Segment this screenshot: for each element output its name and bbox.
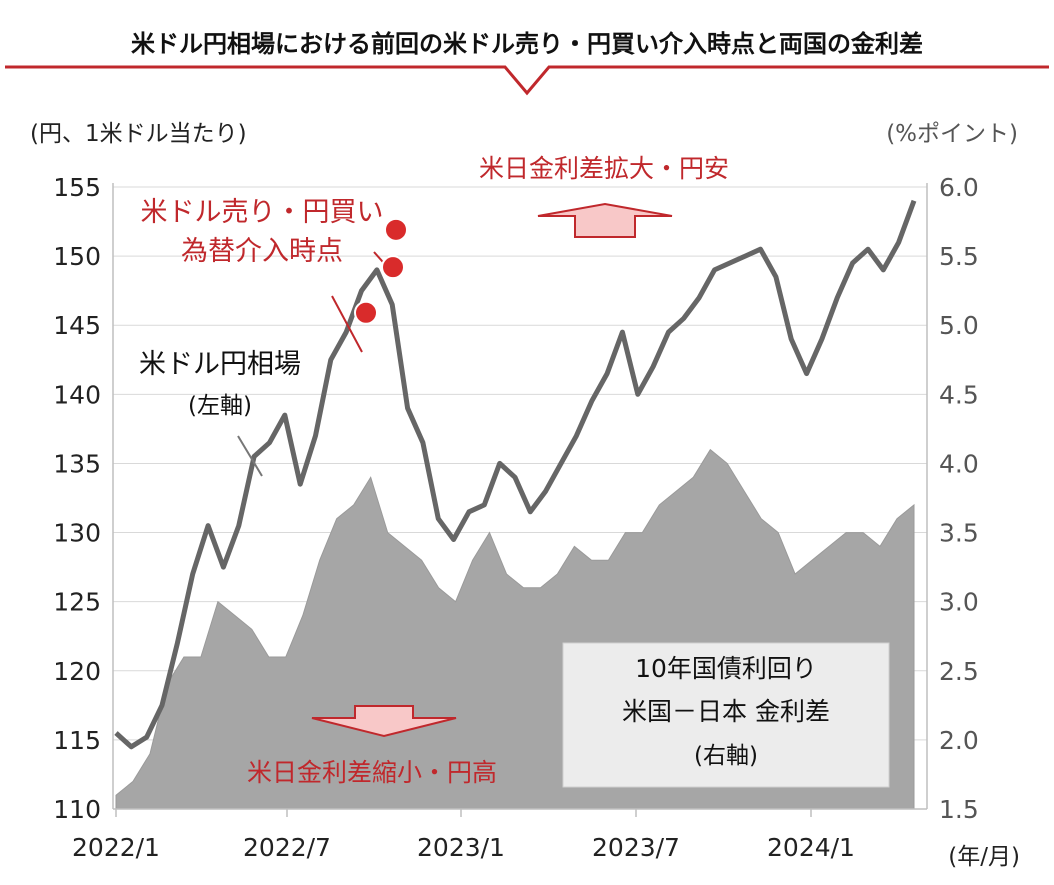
right-tick-label: 3.5 bbox=[939, 519, 979, 548]
spread-label-box bbox=[562, 642, 890, 788]
left-tick-label: 115 bbox=[53, 726, 101, 755]
intervention-point bbox=[384, 217, 408, 242]
up-arrow-icon bbox=[537, 202, 673, 238]
narrow-label: 米日金利差縮小・円高 bbox=[247, 758, 497, 787]
intervention-label-line1: 米ドル売り・円買い bbox=[141, 197, 384, 228]
right-tick-label: 6.0 bbox=[939, 173, 979, 202]
x-tick-label: 2023/7 bbox=[592, 833, 680, 862]
axes-layer bbox=[112, 183, 928, 810]
fx-line bbox=[114, 199, 917, 750]
spread-axis-label: (右軸) bbox=[694, 743, 758, 769]
intervention-points bbox=[354, 217, 408, 325]
fx-leader-line bbox=[237, 435, 263, 477]
right-tick-label: 2.5 bbox=[939, 657, 979, 686]
intervention-label-line2: 為替介入時点 bbox=[181, 236, 343, 267]
title-underline bbox=[5, 65, 1049, 96]
intervention-point bbox=[381, 255, 405, 280]
intervention-point bbox=[354, 300, 378, 325]
right-tick-label: 5.0 bbox=[939, 311, 979, 340]
x-axis-unit: (年/月) bbox=[948, 844, 1020, 870]
right-tick-label: 1.5 bbox=[939, 795, 979, 824]
x-tick-label: 2023/1 bbox=[417, 833, 505, 862]
fx-axis-label: (左軸) bbox=[188, 393, 252, 419]
left-tick-label: 135 bbox=[53, 449, 101, 478]
left-axis-ticks: 110 115 120 125 130 135 140 145 150 155 bbox=[53, 173, 101, 824]
left-tick-label: 130 bbox=[53, 519, 101, 548]
right-tick-label: 4.0 bbox=[939, 449, 979, 478]
x-tick-label: 2024/1 bbox=[767, 833, 855, 862]
fx-line-layer bbox=[114, 199, 917, 750]
left-tick-label: 110 bbox=[53, 795, 101, 824]
right-tick-label: 3.0 bbox=[939, 588, 979, 617]
right-tick-label: 5.5 bbox=[939, 242, 979, 271]
right-axis-unit: (%ポイント) bbox=[886, 121, 1018, 147]
x-axis-ticks: 2022/1 2022/7 2023/1 2023/7 2024/1 bbox=[72, 809, 855, 862]
intervention-leader-line bbox=[331, 295, 363, 353]
left-tick-label: 120 bbox=[53, 657, 101, 686]
left-tick-label: 150 bbox=[53, 242, 101, 271]
spread-label-line1: 10年国債利回り bbox=[635, 654, 817, 683]
left-tick-label: 140 bbox=[53, 380, 101, 409]
right-axis-ticks: 1.5 2.0 2.5 3.0 3.5 4.0 4.5 5.0 5.5 6.0 bbox=[939, 173, 979, 824]
chart-title: 米ドル円相場における前回の米ドル売り・円買い介入時点と両国の金利差 bbox=[131, 30, 923, 58]
down-arrow-icon bbox=[311, 705, 457, 738]
widen-label: 米日金利差拡大・円安 bbox=[479, 154, 729, 183]
x-tick-label: 2022/1 bbox=[72, 833, 160, 862]
left-tick-label: 145 bbox=[53, 311, 101, 340]
right-tick-label: 4.5 bbox=[939, 380, 979, 409]
left-axis-unit: (円、1米ドル当たり) bbox=[30, 121, 247, 147]
fx-series-label: 米ドル円相場 bbox=[139, 349, 301, 380]
right-tick-label: 2.0 bbox=[939, 726, 979, 755]
left-tick-label: 125 bbox=[53, 588, 101, 617]
spread-label-line2: 米国－日本 金利差 bbox=[622, 697, 830, 726]
x-tick-label: 2022/7 bbox=[243, 833, 331, 862]
left-tick-label: 155 bbox=[53, 173, 101, 202]
